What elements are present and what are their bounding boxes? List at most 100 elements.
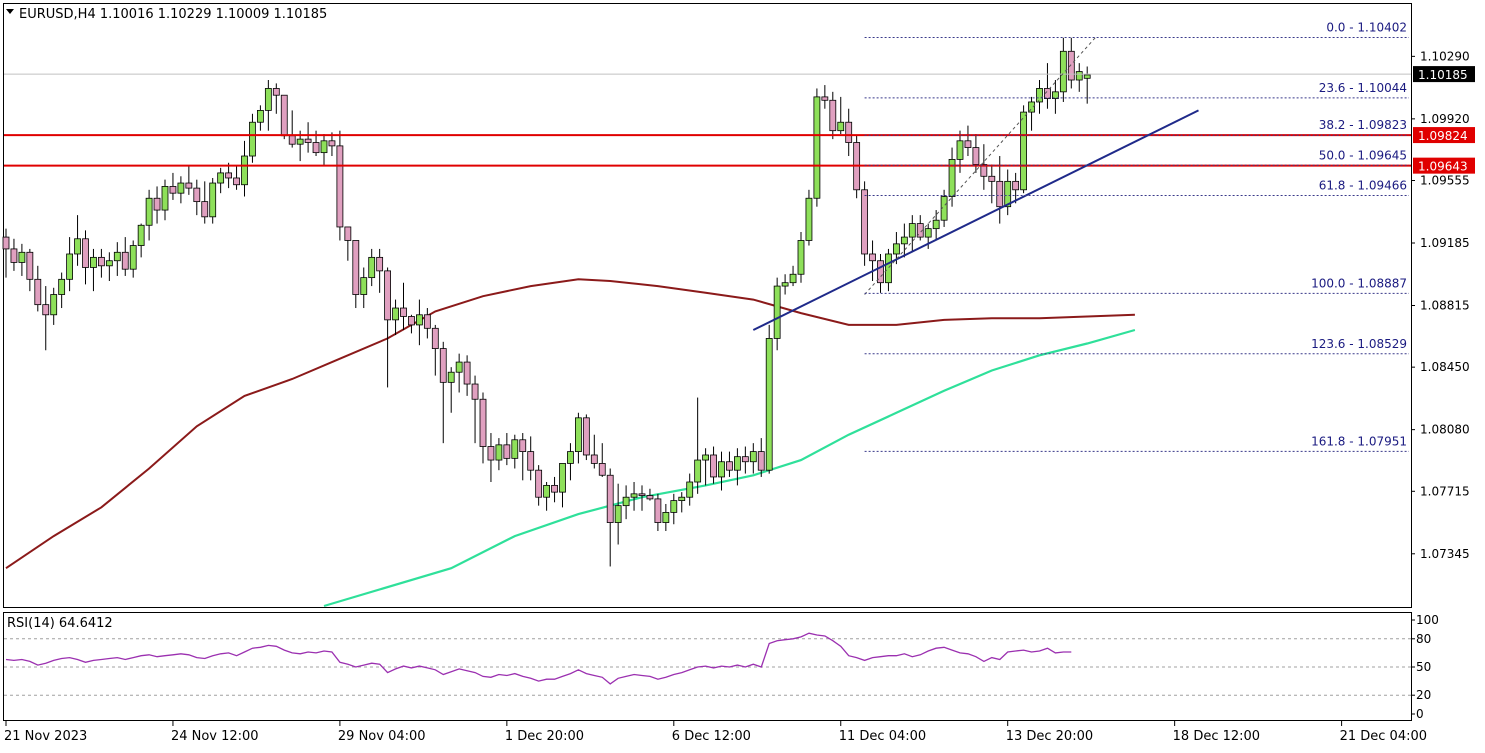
time-tick-label: 1 Dec 20:00: [505, 729, 584, 744]
bullish-candle: [614, 505, 622, 523]
fibonacci-level-label: 161.8 - 1.07951: [1311, 434, 1407, 448]
bullish-candle: [622, 496, 630, 507]
bearish-candle: [861, 189, 868, 255]
bullish-candle: [320, 140, 328, 154]
bullish-candle: [217, 172, 225, 184]
bullish-candle: [797, 240, 805, 275]
bearish-candle: [598, 463, 606, 476]
bullish-candle: [113, 251, 121, 262]
bullish-candle: [209, 182, 217, 218]
bearish-candle: [551, 484, 558, 493]
bullish-candle: [749, 451, 757, 463]
moving-averages: [5, 278, 1136, 608]
horizontal-level-tag: [1413, 127, 1475, 144]
rsi-indicator: 100 80 50 20 0: [4, 613, 1439, 721]
fibonacci-level-label: 123.6 - 1.08529: [1311, 337, 1407, 351]
bullish-candle: [105, 260, 113, 267]
bullish-candle: [129, 245, 137, 270]
bearish-candle: [185, 182, 193, 189]
bullish-candle: [18, 251, 26, 263]
bullish-candle: [137, 224, 145, 246]
bearish-candle: [471, 383, 479, 400]
bullish-candle: [956, 140, 964, 160]
bearish-candle: [972, 147, 980, 165]
price-tick-label: 1.07345: [1420, 547, 1470, 561]
bearish-candle: [376, 256, 384, 272]
bearish-candle: [988, 175, 996, 182]
bearish-candle: [384, 270, 392, 321]
bullish-candle: [630, 493, 638, 498]
fibonacci-level-label: 23.6 - 1.10044: [1319, 81, 1407, 95]
rsi-tick-label: 0: [1416, 707, 1424, 721]
bullish-candle: [1083, 74, 1091, 79]
bullish-candle: [559, 463, 566, 493]
bullish-candle: [1004, 180, 1012, 208]
time-axis: 21 Nov 2023 24 Nov 12:00 29 Nov 04:00 1 Dec…: [4, 721, 1427, 744]
green-moving-average-line: [323, 328, 1136, 608]
dropdown-triangle-icon[interactable]: [6, 9, 14, 14]
bullish-candle: [90, 256, 97, 268]
candlesticks: [2, 37, 1091, 567]
bearish-candle: [916, 223, 924, 238]
bullish-candle: [908, 223, 916, 238]
bearish-candle: [153, 197, 161, 211]
bearish-candle: [304, 138, 312, 143]
horizontal-level-price: 1.09824: [1418, 129, 1468, 143]
price-tick-label: 1.08080: [1420, 423, 1470, 437]
bearish-candle: [582, 417, 590, 456]
bullish-candle: [765, 338, 773, 471]
time-tick-label: 18 Dec 12:00: [1173, 729, 1260, 744]
bullish-candle: [837, 121, 845, 132]
bearish-candle: [980, 164, 988, 177]
bearish-candle: [710, 454, 717, 478]
bearish-candle: [280, 94, 288, 137]
bullish-candle: [900, 236, 908, 245]
bearish-candle: [487, 446, 495, 461]
bullish-candle: [543, 484, 550, 498]
bullish-candle: [662, 512, 670, 523]
bearish-candle: [193, 187, 201, 203]
time-tick-label: 21 Dec 04:00: [1340, 729, 1427, 744]
bullish-candle: [495, 444, 503, 461]
bullish-candle: [686, 481, 694, 498]
bearish-candle: [98, 256, 105, 267]
bearish-candle: [1067, 50, 1075, 81]
price-tick-label: 1.07715: [1420, 484, 1470, 498]
bearish-candle: [328, 140, 336, 147]
bullish-candle: [145, 197, 153, 226]
rsi-label: RSI(14) 64.6412: [7, 616, 113, 631]
bullish-candle: [1052, 91, 1059, 99]
bearish-candle: [654, 498, 662, 523]
bullish-candle: [511, 439, 519, 459]
rsi-line: [5, 632, 1072, 685]
bearish-candle: [463, 361, 471, 385]
bullish-candle: [702, 454, 709, 461]
bearish-candle: [400, 307, 407, 317]
bearish-candle: [2, 236, 10, 250]
time-tick-label: 21 Nov 2023: [4, 729, 87, 744]
bearish-candle: [10, 248, 18, 263]
bullish-candle: [575, 417, 582, 453]
bullish-candle: [718, 461, 725, 478]
bullish-candle: [813, 96, 821, 199]
fibonacci-level-label: 0.0 - 1.10402: [1326, 20, 1407, 34]
bearish-candle: [638, 493, 646, 496]
bearish-candle: [42, 304, 50, 316]
bearish-candle: [169, 186, 177, 194]
ascending-trendline: [752, 109, 1199, 331]
bearish-candle: [423, 314, 431, 329]
bullish-candle: [932, 219, 940, 230]
current-price-value: 1.10185: [1418, 68, 1468, 82]
bearish-candle: [201, 201, 209, 218]
bearish-candle: [336, 145, 344, 228]
bullish-candle: [447, 371, 455, 383]
fibonacci-level-label: 61.8 - 1.09466: [1319, 179, 1407, 193]
bullish-candle: [161, 186, 169, 211]
bearish-candle: [431, 327, 439, 349]
bearish-candle: [408, 316, 415, 326]
price-tick-label: 1.09185: [1420, 236, 1470, 250]
bearish-candle: [964, 140, 972, 148]
bearish-candle: [1044, 88, 1051, 99]
bearish-candle: [996, 180, 1004, 208]
